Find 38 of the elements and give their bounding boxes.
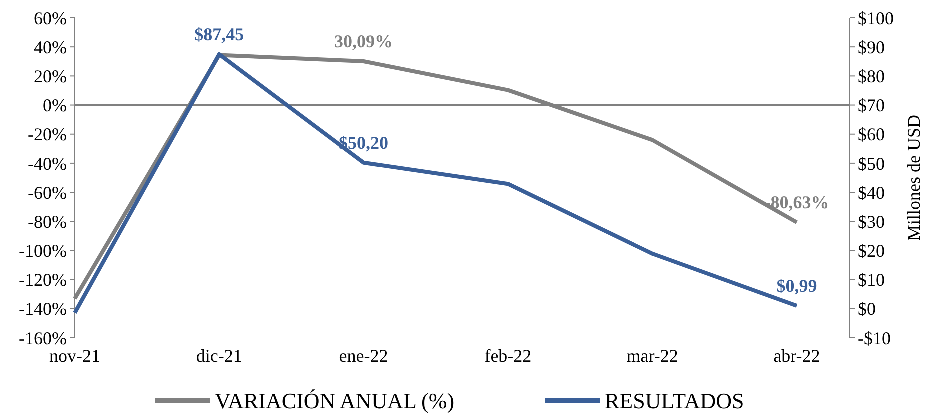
y2-tick-label: $40 <box>858 182 885 203</box>
y2-tick-label: $0 <box>858 299 876 320</box>
y2-tick-label: $70 <box>858 96 885 116</box>
data-label: $50,20 <box>339 132 389 153</box>
x-tick-label: mar-22 <box>626 346 678 366</box>
y2-tick-label: $90 <box>858 37 885 58</box>
y-tick-label: -60% <box>28 182 67 203</box>
x-tick-label: nov-21 <box>50 346 100 366</box>
data-label: $87,45 <box>194 24 244 45</box>
y2-axis-title: Millones de USD <box>904 115 924 241</box>
y-tick-label: -120% <box>19 270 67 290</box>
y-tick-label: 0% <box>43 96 67 116</box>
y2-tick-label: $30 <box>858 212 885 232</box>
y2-tick-label: $10 <box>858 270 885 290</box>
y-tick-label: -20% <box>28 124 67 145</box>
y2-tick-label: $80 <box>858 66 885 86</box>
y-tick-label: -140% <box>19 299 67 320</box>
data-label: 30,09% <box>334 32 394 52</box>
y-tick-label: -40% <box>28 154 67 174</box>
y2-tick-label: $100 <box>858 8 894 28</box>
data-label: $0,99 <box>776 276 818 296</box>
y-tick-label: -80% <box>28 212 67 232</box>
x-tick-label: feb-22 <box>484 346 532 366</box>
x-tick-label: dic-21 <box>196 346 242 366</box>
y-tick-label: 60% <box>34 8 67 28</box>
x-tick-label: ene-22 <box>339 346 388 366</box>
legend-label: VARIACIÓN ANUAL (%) <box>215 388 455 414</box>
x-tick-label: abr-22 <box>774 346 820 366</box>
y-tick-label: -160% <box>19 328 67 348</box>
y2-tick-label: $20 <box>858 241 885 262</box>
data-label: -80,63% <box>764 192 830 213</box>
y2-tick-label: -$10 <box>858 328 891 348</box>
y-tick-label: 20% <box>34 66 67 86</box>
y-tick-label: 40% <box>34 37 67 58</box>
legend-label: RESULTADOS <box>605 388 744 414</box>
y-tick-label: -100% <box>19 241 67 262</box>
y2-tick-label: $50 <box>858 154 885 174</box>
y2-tick-label: $60 <box>858 124 885 145</box>
